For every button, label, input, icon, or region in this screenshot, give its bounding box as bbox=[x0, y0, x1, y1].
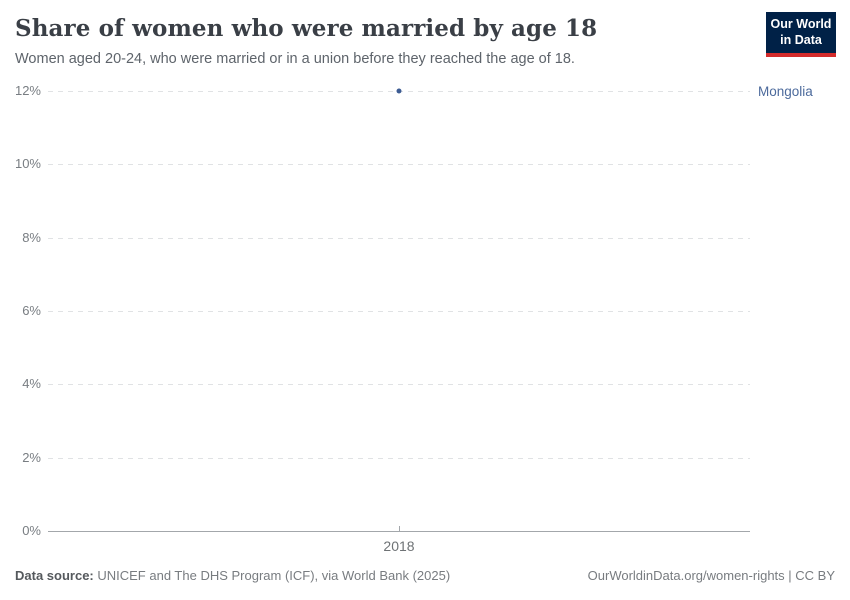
gridline bbox=[48, 384, 750, 386]
owid-logo-line2: in Data bbox=[780, 32, 822, 47]
y-axis-tick-label: 8% bbox=[22, 229, 41, 245]
owid-logo: Our World in Data bbox=[766, 12, 836, 57]
x-axis-tick-label: 2018 bbox=[383, 538, 415, 554]
chart-title: Share of women who were married by age 1… bbox=[15, 15, 598, 42]
entity-label-mongolia[interactable]: Mongolia bbox=[758, 84, 813, 99]
owid-logo-line1: Our World bbox=[770, 16, 832, 31]
y-axis-tick-label: 4% bbox=[22, 376, 41, 392]
y-axis-tick-label: 2% bbox=[22, 449, 41, 465]
y-axis-tick-label: 12% bbox=[14, 83, 41, 98]
data-source-label: Data source: bbox=[15, 568, 94, 583]
y-axis-tick-label: 10% bbox=[14, 156, 41, 172]
gridline bbox=[48, 237, 750, 239]
data-point-mongolia[interactable] bbox=[396, 88, 402, 94]
data-source-note: Data source: UNICEF and The DHS Program … bbox=[15, 568, 450, 583]
gridline bbox=[48, 311, 750, 312]
y-axis-tick-label: 6% bbox=[22, 303, 41, 318]
chart-footer: Data source: UNICEF and The DHS Program … bbox=[15, 568, 835, 583]
y-axis-tick-label: 0% bbox=[22, 523, 41, 538]
gridline bbox=[48, 457, 750, 459]
attribution-link[interactable]: OurWorldinData.org/women-rights | CC BY bbox=[587, 568, 835, 583]
chart-subtitle: Women aged 20-24, who were married or in… bbox=[15, 51, 575, 67]
x-axis-tick-mark bbox=[399, 526, 400, 531]
gridline bbox=[48, 164, 750, 166]
x-axis-line bbox=[48, 531, 750, 532]
data-source-text: UNICEF and The DHS Program (ICF), via Wo… bbox=[93, 568, 451, 583]
